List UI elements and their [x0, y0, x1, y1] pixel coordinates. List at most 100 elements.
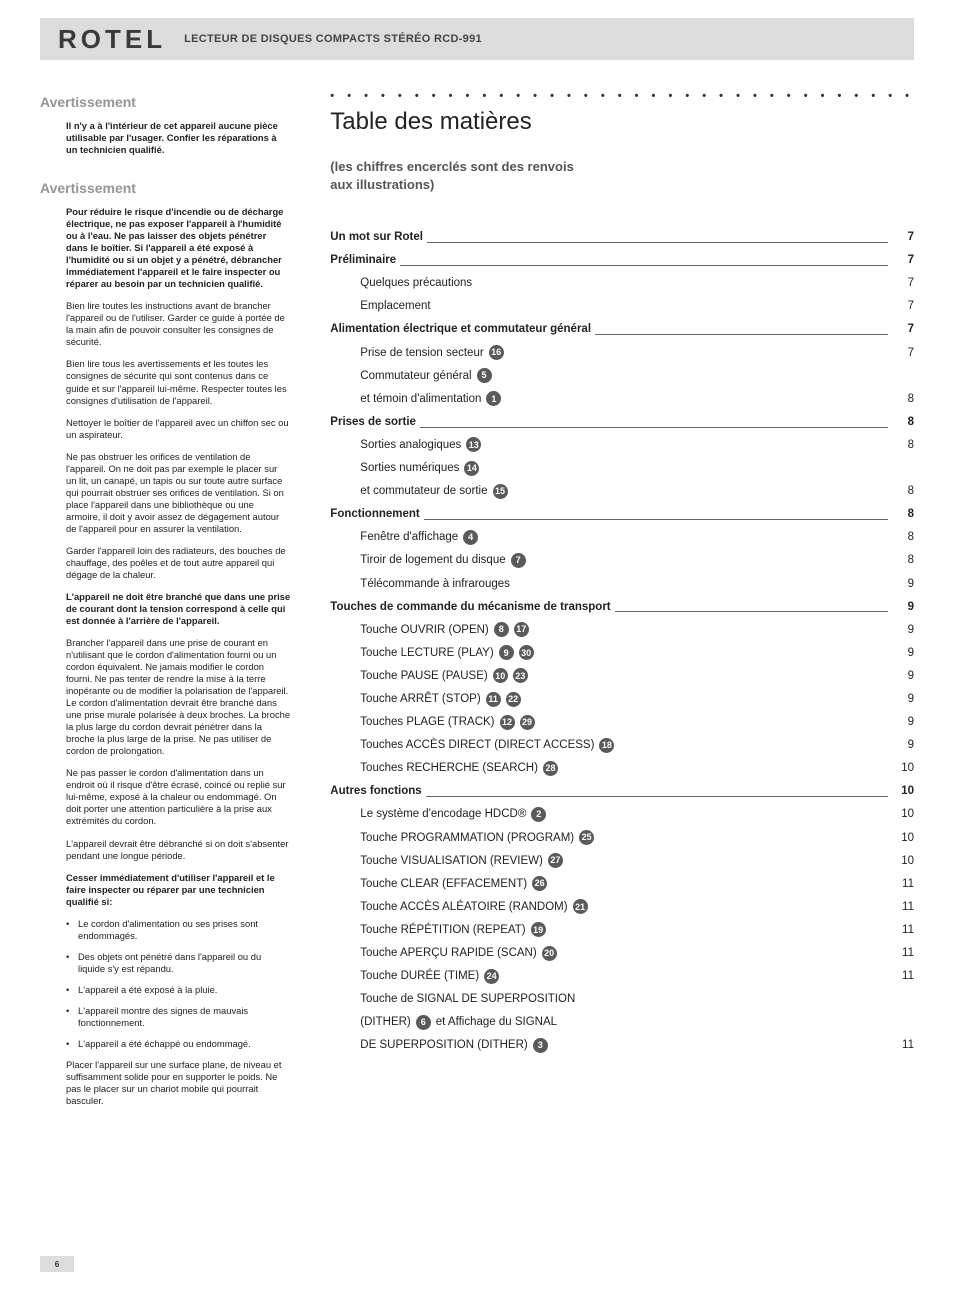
warning-heading-1: Avertissement: [40, 94, 290, 110]
toc-section: Alimentation électrique et commutateur g…: [330, 321, 914, 337]
bullet-5: •L'appareil a été échappé ou endommagé.: [66, 1038, 290, 1050]
toc-title: Table des matières: [330, 108, 914, 136]
toc-page: 9: [892, 668, 914, 684]
ref-icon: 25: [579, 830, 594, 845]
toc-label: Touches RECHERCHE (SEARCH) 28: [330, 760, 558, 776]
toc-section: Préliminaire7: [330, 252, 914, 268]
toc-page: 7: [892, 229, 914, 245]
toc-item: Sorties analogiques 138: [330, 437, 914, 453]
para-3: Bien lire tous les avertissements et les…: [66, 358, 290, 406]
toc-item: Touche PROGRAMMATION (PROGRAM) 2510: [330, 830, 914, 846]
toc-item: Touche ARRÊT (STOP) 11 229: [330, 691, 914, 707]
toc-page: 9: [892, 622, 914, 638]
bullet-4: •L'appareil montre des signes de mauvais…: [66, 1005, 290, 1029]
para-11: Cesser immédiatement d'utiliser l'appare…: [66, 872, 290, 908]
toc-page: 11: [892, 922, 914, 938]
toc-label: Touche APERÇU RAPIDE (SCAN) 20: [330, 945, 556, 961]
toc-item: Le système d'encodage HDCD® 2 10: [330, 806, 914, 822]
toc-note-line2: aux illustrations): [330, 177, 434, 192]
para-9: Ne pas passer le cordon d'alimentation d…: [66, 767, 290, 827]
toc-page: 11: [892, 899, 914, 915]
bullet-1-text: Le cordon d'alimentation ou ses prises s…: [78, 918, 290, 942]
toc-section: Prises de sortie8: [330, 414, 914, 430]
ref-icon: 4: [463, 530, 478, 545]
ref-icon: 17: [514, 622, 529, 637]
toc-page: 9: [892, 599, 914, 615]
para-8: Brancher l'appareil dans une prise de co…: [66, 637, 290, 757]
toc-item: Touche PAUSE (PAUSE) 10 239: [330, 668, 914, 684]
ref-icon: 23: [513, 668, 528, 683]
toc-item: Touche OUVRIR (OPEN) 8 179: [330, 622, 914, 638]
page-number: 6: [40, 1256, 74, 1272]
toc-item: Touche VISUALISATION (REVIEW) 2710: [330, 853, 914, 869]
toc-item: Touche LECTURE (PLAY) 9 309: [330, 645, 914, 661]
ref-icon: 20: [542, 946, 557, 961]
toc-item-dither-3: DE SUPERPOSITION (DITHER) 311: [330, 1037, 914, 1053]
toc-label: Touche ACCÈS ALÉATOIRE (RANDOM) 21: [330, 899, 587, 915]
toc-item: Fenêtre d'affichage 48: [330, 529, 914, 545]
toc-label: Touche VISUALISATION (REVIEW) 27: [330, 853, 563, 869]
brand-logo: ROTEL: [58, 24, 166, 55]
toc-item: Emplacement7: [330, 298, 914, 314]
ref-icon: 10: [493, 668, 508, 683]
ref-icon: 16: [489, 345, 504, 360]
ref-icon: 14: [464, 461, 479, 476]
toc-page: 8: [892, 552, 914, 568]
toc-label: Touche PROGRAMMATION (PROGRAM) 25: [330, 830, 594, 846]
toc-item: Touches ACCÈS DIRECT (DIRECT ACCESS) 189: [330, 737, 914, 753]
ref-icon: 8: [494, 622, 509, 637]
header-bar: ROTEL LECTEUR DE DISQUES COMPACTS STÉRÉO…: [40, 18, 914, 60]
bullet-2-text: Des objets ont pénétré dans l'appareil o…: [78, 951, 290, 975]
ref-icon: 12: [500, 715, 515, 730]
toc-label: Télécommande à infrarouges: [330, 576, 510, 592]
toc-label: Commutateur général 5: [330, 368, 491, 384]
warning-text-1: Il n'y a à l'intérieur de cet appareil a…: [66, 120, 290, 156]
left-column: Avertissement Il n'y a à l'intérieur de …: [40, 70, 290, 1117]
toc-page: 7: [892, 321, 914, 337]
ref-icon: 15: [493, 484, 508, 499]
toc-label: Alimentation électrique et commutateur g…: [330, 321, 591, 337]
ref-icon: 7: [511, 553, 526, 568]
para-6: Garder l'appareil loin des radiateurs, d…: [66, 545, 290, 581]
bullet-2: •Des objets ont pénétré dans l'appareil …: [66, 951, 290, 975]
toc-label: Un mot sur Rotel: [330, 229, 423, 245]
toc-note: (les chiffres encerclés sont des renvois…: [330, 158, 914, 193]
toc-item-dither-1: Touche de SIGNAL DE SUPERPOSITION: [330, 991, 914, 1007]
para-4: Nettoyer le boîtier de l'appareil avec u…: [66, 417, 290, 441]
toc-item: et commutateur de sortie 158: [330, 483, 914, 499]
toc-label: Préliminaire: [330, 252, 396, 268]
toc-label: Sorties analogiques 13: [330, 437, 481, 453]
toc-label: Quelques précautions: [330, 275, 472, 291]
ref-icon: 5: [477, 368, 492, 383]
toc-label: Le système d'encodage HDCD® 2: [330, 806, 546, 822]
toc-label: Prises de sortie: [330, 414, 416, 430]
right-column: • • • • • • • • • • • • • • • • • • • • …: [330, 70, 914, 1117]
toc-item: Tiroir de logement du disque 78: [330, 552, 914, 568]
toc-page: 11: [892, 968, 914, 984]
ref-icon: 24: [484, 969, 499, 984]
toc-page: 10: [892, 806, 914, 822]
toc-label: Touche CLEAR (EFFACEMENT) 26: [330, 876, 547, 892]
toc-item: Sorties numériques 14: [330, 460, 914, 476]
toc-item: Touche CLEAR (EFFACEMENT) 2611: [330, 876, 914, 892]
warning-heading-2: Avertissement: [40, 180, 290, 196]
toc-page: 9: [892, 691, 914, 707]
ref-icon: 9: [499, 645, 514, 660]
ref-icon: 22: [506, 692, 521, 707]
toc-item: Commutateur général 5: [330, 368, 914, 384]
toc-page: 9: [892, 737, 914, 753]
toc-item: Télécommande à infrarouges9: [330, 576, 914, 592]
toc-list: Un mot sur Rotel7Préliminaire7Quelques p…: [330, 229, 914, 1053]
toc-label: Autres fonctions: [330, 783, 421, 799]
toc-item: Touche RÉPÉTITION (REPEAT) 1911: [330, 922, 914, 938]
toc-page: 11: [892, 945, 914, 961]
toc-section: Fonctionnement8: [330, 506, 914, 522]
bullet-3: •L'appareil a été exposé à la pluie.: [66, 984, 290, 996]
toc-item: Touche ACCÈS ALÉATOIRE (RANDOM) 21 11: [330, 899, 914, 915]
bullet-5-text: L'appareil a été échappé ou endommagé.: [78, 1038, 251, 1050]
dot-rule: • • • • • • • • • • • • • • • • • • • • …: [330, 90, 914, 102]
toc-label: Touches de commande du mécanisme de tran…: [330, 599, 610, 615]
toc-page: 10: [892, 783, 914, 799]
toc-item: Quelques précautions7: [330, 275, 914, 291]
toc-page: 8: [892, 529, 914, 545]
